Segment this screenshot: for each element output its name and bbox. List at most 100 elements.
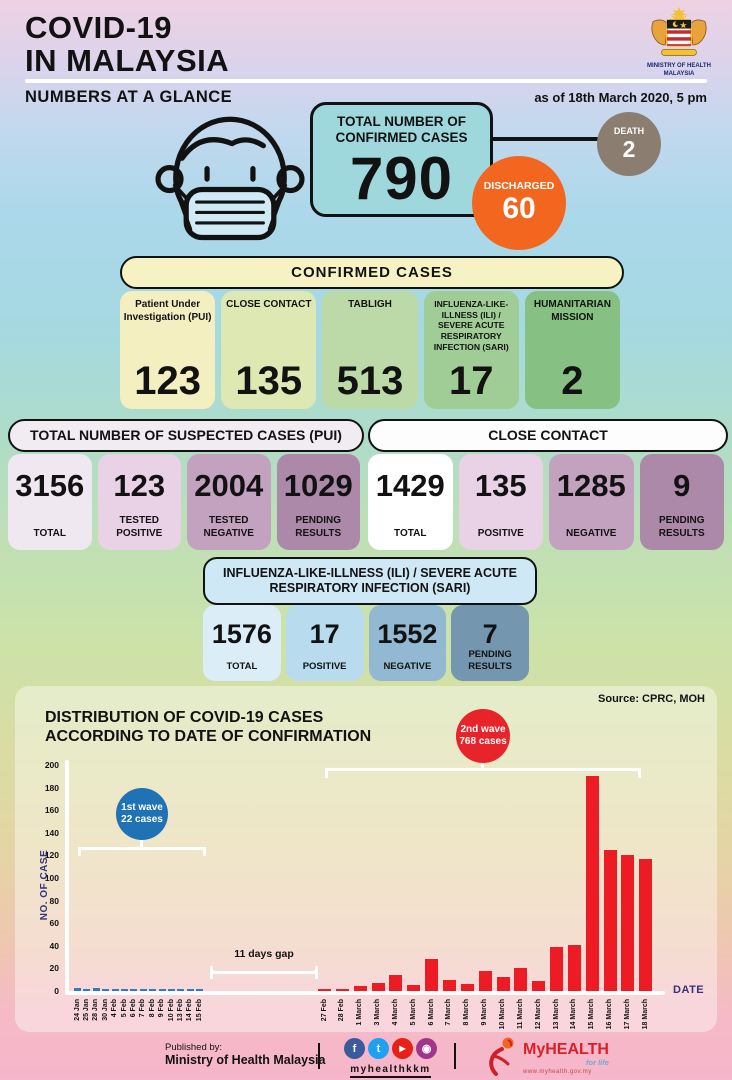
wave2-bar	[532, 980, 546, 991]
wave2-bar	[353, 986, 367, 991]
x-tick-label: 18 March	[641, 999, 649, 1030]
x-tick-label: 1 March	[356, 999, 364, 1026]
x-tick-label: 16 March	[606, 999, 614, 1030]
suspected-total: 3156 TOTAL	[8, 454, 92, 550]
discharged-badge: DISCHARGED 60	[472, 156, 566, 250]
social-handle[interactable]: myhealthkkm	[350, 1064, 431, 1078]
x-tick-label: 15 March	[588, 999, 596, 1030]
gap-bracket-left-tick	[210, 966, 213, 979]
footer-divider-2	[454, 1043, 456, 1069]
x-tick-label: 7 Feb	[139, 999, 147, 1018]
wave1-bar	[186, 988, 194, 991]
wave2-bar	[425, 959, 439, 991]
wave2-bar	[639, 858, 653, 991]
wave2-bar	[460, 984, 474, 991]
y-tick-label: 0	[54, 986, 59, 996]
suspected-header: TOTAL NUMBER OF SUSPECTED CASES (PUI)	[8, 419, 364, 452]
card-pui: Patient Under Investigation (PUI) 123	[120, 291, 216, 409]
wave2-bracket-stem	[481, 760, 484, 768]
myhealth-url: www.myhealth.gov.my	[523, 1069, 592, 1075]
twitter-icon[interactable]: t	[368, 1038, 389, 1059]
wave1-bar	[196, 989, 204, 991]
header-divider	[25, 79, 707, 83]
x-tick-label: 4 March	[391, 999, 399, 1026]
confirmed-cases-cards: Patient Under Investigation (PUI) 123 CL…	[120, 291, 621, 409]
chart-panel: Source: CPRC, MOH DISTRIBUTION OF COVID-…	[15, 686, 717, 1032]
wave2-bar	[335, 988, 349, 991]
total-confirmed-box: TOTAL NUMBER OF CONFIRMED CASES 790	[310, 102, 493, 217]
as-of-date: as of 18th March 2020, 5 pm	[534, 90, 707, 105]
wave2-bracket-left-tick	[325, 768, 328, 778]
wave1-bar	[121, 988, 128, 991]
death-value: 2	[622, 135, 636, 162]
wave2-bar	[389, 975, 403, 991]
cc-negative: 1285 NEGATIVE	[549, 454, 634, 550]
wave1-bar	[158, 989, 166, 991]
y-tick-label: 180	[44, 782, 59, 793]
title-line2: IN MALAYSIA	[25, 42, 230, 78]
wave2-bar	[585, 776, 599, 991]
gap-bracket-right-tick	[315, 966, 318, 979]
publisher-name: Ministry of Health Malaysia	[165, 1053, 326, 1067]
ili-total: 1576 TOTAL	[203, 605, 281, 681]
card-ili-sari: INFLUENZA-LIKE-ILLNESS (ILI) / SEVERE AC…	[423, 291, 519, 409]
myhealth-tagline: for life	[586, 1058, 609, 1067]
wave2-bar	[567, 944, 581, 991]
wave2-bar	[603, 849, 617, 991]
social-icons: f t ▶ ◉	[344, 1038, 437, 1059]
wave2-bracket-right-tick	[638, 768, 641, 778]
close-contact-header: CLOSE CONTACT	[368, 419, 728, 452]
card-tabligh: TABLIGH 513	[322, 291, 418, 409]
wave2-annotation: 2nd wave 768 cases	[456, 709, 510, 763]
total-confirmed-label: TOTAL NUMBER OF CONFIRMED CASES	[335, 114, 468, 145]
facebook-icon[interactable]: f	[344, 1038, 365, 1059]
wave1-bar	[92, 987, 100, 991]
x-tick-label: 9 Feb	[158, 999, 166, 1018]
card-close-contact: CLOSE CONTACT 135	[221, 291, 317, 409]
wave1-bar	[168, 989, 175, 991]
instagram-icon[interactable]: ◉	[416, 1038, 437, 1059]
x-tick-label: 14 March	[570, 999, 578, 1030]
gap-annotation: 11 days gap	[234, 948, 294, 960]
x-tick-label: 28 Feb	[338, 999, 346, 1022]
chart-source: Source: CPRC, MOH	[598, 693, 705, 705]
y-axis-line	[65, 760, 69, 995]
wave1-bar	[149, 989, 157, 991]
x-tick-label: 6 March	[427, 999, 435, 1026]
wave2-bar	[442, 979, 456, 991]
wave1-annotation: 1st wave 22 cases	[116, 788, 168, 840]
x-tick-label: 3 March	[374, 999, 382, 1026]
wave2-bar	[621, 855, 635, 991]
x-tick-label: 11 March	[516, 999, 524, 1029]
suspected-pending: 1029 PENDING RESULTS	[276, 454, 360, 550]
gap-bracket	[210, 971, 318, 974]
x-tick-label: 10 March	[499, 999, 506, 1030]
ministry-name: MINISTRY OF HEALTH MALAYSIA	[647, 63, 711, 77]
ili-positive: 17 POSITIVE	[285, 605, 364, 681]
x-tick-label: 10 Feb	[167, 999, 175, 1022]
ili-sari-cards: 1576 TOTAL 17 POSITIVE 1552 NEGATIVE 7 P…	[203, 605, 529, 681]
social-block: f t ▶ ◉ myhealthkkm	[344, 1038, 437, 1078]
y-tick-label: 160	[44, 805, 59, 816]
close-contact-cards: 1429 TOTAL 135 POSITIVE 1285 NEGATIVE 9 …	[368, 454, 724, 550]
publisher-block: Published by: Ministry of Health Malaysi…	[165, 1042, 325, 1067]
wave2-bar	[318, 989, 331, 991]
x-tick-label: 8 March	[463, 999, 471, 1026]
y-tick-label: 80	[49, 895, 59, 906]
wave2-bar	[496, 977, 510, 991]
death-badge: DEATH 2	[597, 112, 661, 176]
x-tick-label: 24 Jan	[73, 999, 81, 1021]
x-tick-label: 14 Feb	[186, 999, 194, 1022]
myhealth-logo: MyHEALTH for life www.myhealth.gov.my	[486, 1036, 609, 1076]
x-tick-label: 15 Feb	[195, 999, 203, 1022]
youtube-icon[interactable]: ▶	[392, 1038, 413, 1059]
confirmed-cases-header: CONFIRMED CASES	[120, 256, 624, 289]
page-title: COVID-19 IN MALAYSIA	[25, 11, 230, 78]
wave1-bracket-stem	[140, 839, 143, 847]
y-tick-label: 120	[44, 850, 59, 861]
card-humanitarian: HUMANITARIAN MISSION 2	[524, 291, 621, 409]
wave1-bracket-right-tick	[203, 847, 206, 856]
coat-of-arms-icon	[651, 6, 707, 56]
x-axis-label: DATE	[673, 984, 705, 996]
